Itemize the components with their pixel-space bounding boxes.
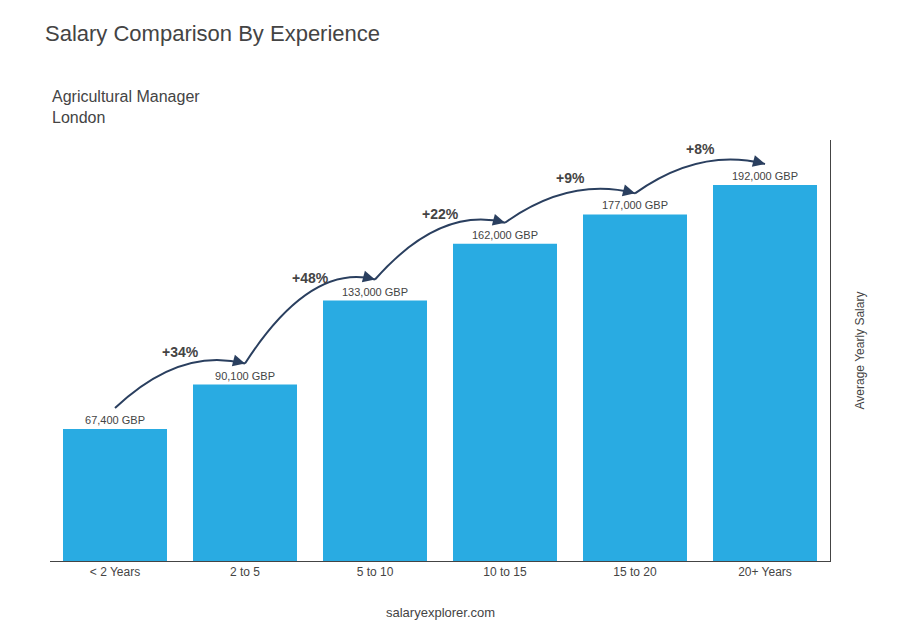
svg-text:+48%: +48% bbox=[292, 270, 329, 286]
svg-text:15 to 20: 15 to 20 bbox=[613, 565, 657, 579]
svg-text:2 to 5: 2 to 5 bbox=[230, 565, 260, 579]
svg-text:5 to 10: 5 to 10 bbox=[357, 565, 394, 579]
svg-text:67,400 GBP: 67,400 GBP bbox=[85, 414, 145, 426]
svg-text:Agricultural ManagerLondon: Agricultural ManagerLondon bbox=[52, 88, 200, 126]
svg-text:162,000 GBP: 162,000 GBP bbox=[472, 229, 538, 241]
svg-text:90,100 GBP: 90,100 GBP bbox=[215, 370, 275, 382]
svg-text:salaryexplorer.com: salaryexplorer.com bbox=[386, 605, 495, 620]
svg-text:Salary Comparison By Experienc: Salary Comparison By Experience bbox=[45, 21, 380, 46]
svg-text:177,000 GBP: 177,000 GBP bbox=[602, 199, 668, 211]
svg-text:Average Yearly Salary: Average Yearly Salary bbox=[853, 292, 867, 410]
svg-text:192,000 GBP: 192,000 GBP bbox=[732, 170, 798, 182]
svg-text:20+ Years: 20+ Years bbox=[738, 565, 792, 579]
svg-text:+22%: +22% bbox=[422, 206, 459, 222]
svg-text:10 to 15: 10 to 15 bbox=[483, 565, 527, 579]
svg-text:+9%: +9% bbox=[556, 170, 585, 186]
svg-text:+34%: +34% bbox=[162, 344, 199, 360]
svg-text:+8%: +8% bbox=[686, 141, 715, 157]
svg-text:133,000 GBP: 133,000 GBP bbox=[342, 286, 408, 298]
svg-text:< 2 Years: < 2 Years bbox=[90, 565, 140, 579]
